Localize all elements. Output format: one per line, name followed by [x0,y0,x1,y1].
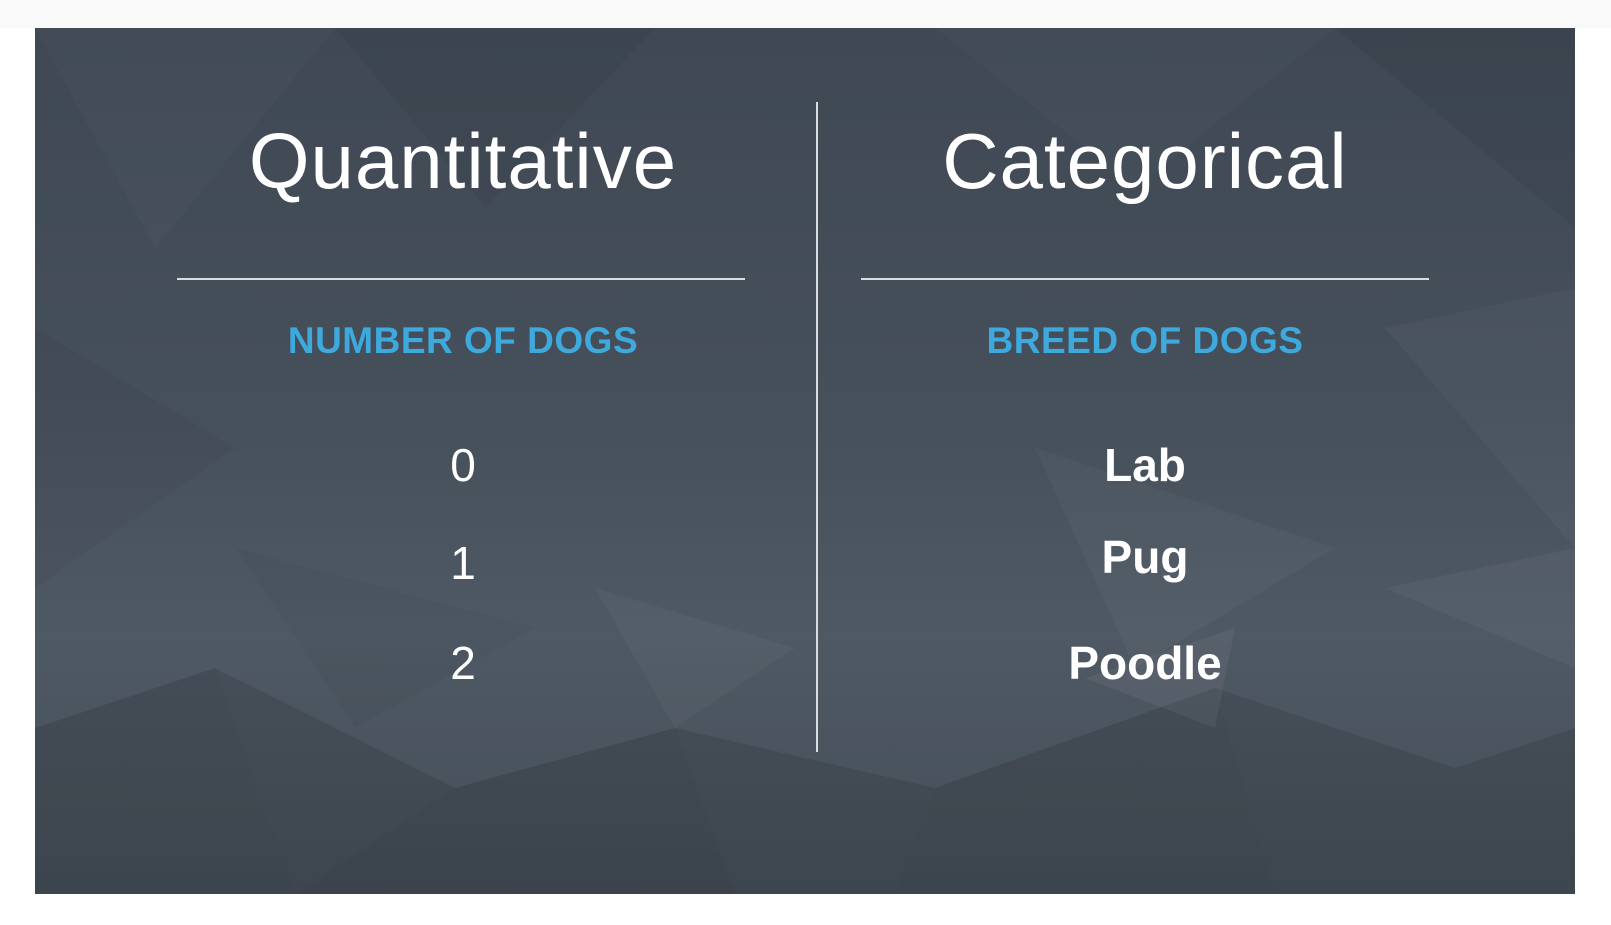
quantitative-item: 2 [450,637,476,689]
categorical-item: Pug [1101,531,1189,583]
right-heading-rule [861,278,1429,280]
categorical-item: Lab [1104,439,1186,491]
quantitative-item: 1 [450,537,476,589]
quantitative-subheading: NUMBER OF DOGS [287,320,639,361]
categorical-item: Poodle [1068,637,1222,689]
low-poly-background [35,28,1575,894]
categorical-subheading: BREED OF DOGS [986,320,1304,361]
categorical-heading: Categorical [942,117,1348,205]
slide: Quantitative NUMBER OF DOGS 0 1 2 Catego… [35,28,1575,894]
top-bar [0,0,1611,28]
quantitative-heading: Quantitative [248,117,678,205]
left-heading-rule [177,278,745,280]
quantitative-item: 0 [450,439,476,491]
column-divider [816,102,818,752]
